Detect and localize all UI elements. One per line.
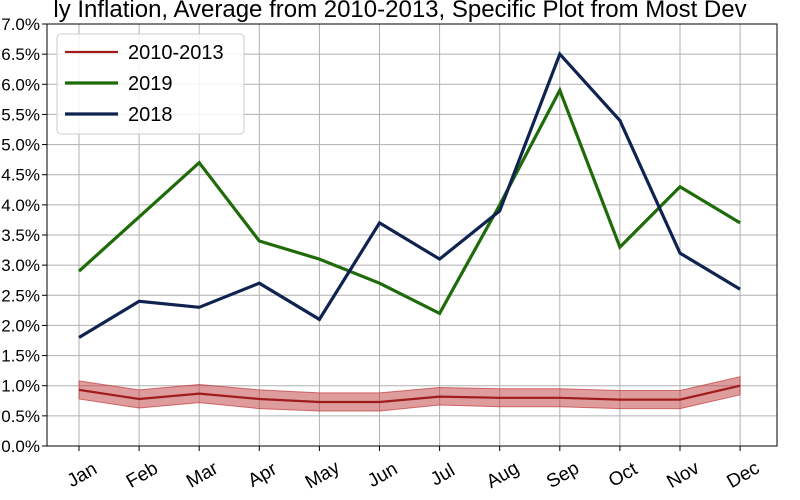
series-line: [78, 51, 741, 339]
legend-label: 2010-2013: [128, 42, 224, 64]
y-tick-label: 4.0%: [1, 196, 40, 215]
chart-title: ly Inflation, Average from 2010-2013, Sp…: [53, 0, 746, 23]
x-tick-label: Jan: [64, 458, 101, 492]
x-tick-label: Mar: [183, 458, 222, 493]
y-tick-label: 0.5%: [1, 407, 40, 426]
x-tick-label: Sep: [543, 458, 583, 493]
plot-frame: [46, 23, 778, 447]
y-tick-label: 1.0%: [1, 377, 40, 396]
x-tick-label: Oct: [605, 458, 642, 491]
x-tick-label: Jul: [427, 460, 459, 490]
x-axis-ticks: Jan Feb Mar Apr May Jun Jul Aug Sep Oct Nov Dec: [64, 446, 763, 493]
y-tick-label: 1.5%: [1, 347, 40, 366]
series-band: [78, 376, 741, 412]
legend-label: 2019: [128, 73, 173, 95]
legend: 2010-2013 2019 2018: [56, 33, 245, 135]
series-line: [78, 384, 741, 404]
x-tick-label: Apr: [244, 458, 281, 491]
y-tick-label: 5.0%: [1, 136, 40, 155]
legend-box: [56, 33, 245, 135]
y-tick-label: 6.0%: [1, 75, 40, 94]
y-tick-label: 4.5%: [1, 166, 40, 185]
legend-label: 2018: [128, 104, 173, 126]
x-tick-label: Jun: [364, 458, 401, 492]
y-axis-ticks: 0.0% 0.5% 1.0% 1.5% 2.0% 2.5% 3.0% 3.5% 4.0% 4.5%…: [1, 15, 47, 456]
series-lines: [77, 51, 741, 412]
y-tick-label: 7.0%: [1, 15, 40, 34]
y-tick-label: 3.5%: [1, 226, 40, 245]
y-tick-label: 3.0%: [1, 256, 40, 275]
x-tick-label: Dec: [723, 458, 763, 493]
x-tick-label: Aug: [483, 458, 523, 493]
y-tick-label: 6.5%: [1, 45, 40, 64]
series-line: [77, 86, 741, 316]
y-tick-label: 2.5%: [1, 286, 40, 305]
y-tick-label: 0.0%: [1, 437, 40, 456]
y-tick-label: 5.5%: [1, 105, 40, 124]
x-tick-label: Feb: [123, 458, 162, 493]
x-tick-label: Nov: [663, 457, 703, 492]
y-tick-label: 2.0%: [1, 316, 40, 335]
x-tick-label: May: [302, 457, 344, 493]
